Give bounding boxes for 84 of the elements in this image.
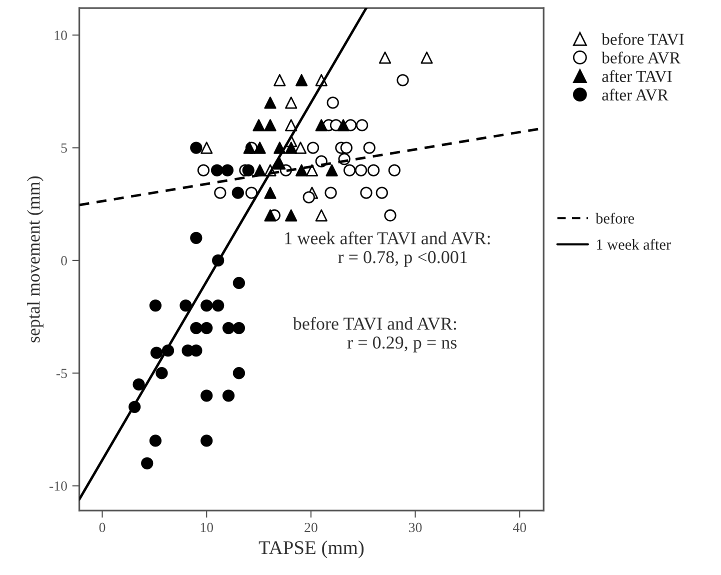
point: [324, 186, 337, 199]
point: [190, 322, 202, 334]
point: [367, 164, 380, 176]
point: [149, 434, 162, 447]
x-tick-label: 40: [512, 522, 526, 532]
x-tick-label: 0: [99, 522, 106, 532]
point: [190, 232, 202, 244]
y-tick-label: 5: [61, 143, 67, 153]
point: [274, 74, 286, 86]
point: [232, 186, 244, 199]
point: [285, 142, 298, 154]
point: [384, 209, 396, 222]
point: [221, 164, 234, 176]
point: [326, 96, 339, 109]
y-tick-label: -10: [50, 481, 67, 491]
point: [200, 322, 213, 334]
legend-label: before: [596, 212, 634, 224]
point: [156, 367, 168, 380]
point: [306, 142, 320, 154]
point: [200, 142, 213, 154]
point: [264, 119, 276, 132]
x-tick-label: 10: [200, 522, 214, 532]
point: [396, 74, 409, 86]
point: [315, 209, 328, 222]
point: [378, 52, 392, 64]
point: [245, 186, 258, 199]
point: [360, 186, 372, 199]
point: [232, 322, 246, 334]
point: [214, 186, 226, 199]
point: [222, 322, 235, 334]
point: [232, 367, 246, 380]
y-tick-label: 0: [61, 256, 67, 266]
point: [197, 164, 210, 176]
point: [141, 457, 154, 470]
point: [343, 164, 356, 176]
legend-label: before TAVI: [602, 33, 684, 46]
point: [354, 164, 368, 176]
point: [388, 164, 400, 176]
y-axis-title: septal movement (mm): [27, 176, 44, 342]
point: [222, 390, 235, 402]
point: [200, 299, 213, 312]
point: [315, 119, 328, 132]
point: [190, 142, 202, 154]
point: [295, 74, 308, 86]
point: [376, 186, 388, 199]
point: [180, 299, 192, 312]
x-tick-label: 20: [304, 522, 318, 532]
point: [356, 119, 368, 132]
point: [212, 299, 224, 312]
point: [363, 142, 376, 154]
point: [252, 119, 265, 132]
annotation: before TAVI and AVR: r = 0.29, p = ns: [292, 316, 457, 352]
point: [285, 209, 298, 222]
legend-label: after TAVI: [602, 70, 672, 82]
point: [285, 96, 298, 109]
point: [326, 164, 338, 176]
point: [340, 142, 352, 154]
x-axis-title: TAPSE (mm): [258, 540, 364, 558]
point: [200, 434, 213, 447]
point: [264, 209, 276, 222]
point: [254, 142, 266, 154]
point: [295, 164, 308, 176]
point: [264, 96, 276, 109]
point: [232, 276, 246, 290]
point: [337, 119, 350, 132]
point: [149, 299, 162, 312]
point: [210, 164, 224, 176]
point: [264, 186, 276, 199]
point: [420, 52, 433, 64]
point: [285, 119, 298, 132]
x-tick-label: 30: [409, 522, 422, 532]
legend-label: 1 week after: [596, 238, 671, 250]
point: [200, 390, 213, 402]
point: [132, 378, 145, 390]
point: [243, 142, 256, 154]
point: [150, 346, 163, 359]
legend-label: after AVR: [602, 88, 668, 101]
legend-label: before AVR: [602, 52, 680, 64]
point: [294, 142, 307, 154]
y-tick-label: -5: [56, 368, 67, 378]
annotation: 1 week after TAVI and AVR: r = 0.78, p <0.001: [285, 231, 490, 267]
y-tick-label: 10: [54, 30, 67, 40]
point: [302, 191, 315, 204]
point: [242, 164, 254, 176]
